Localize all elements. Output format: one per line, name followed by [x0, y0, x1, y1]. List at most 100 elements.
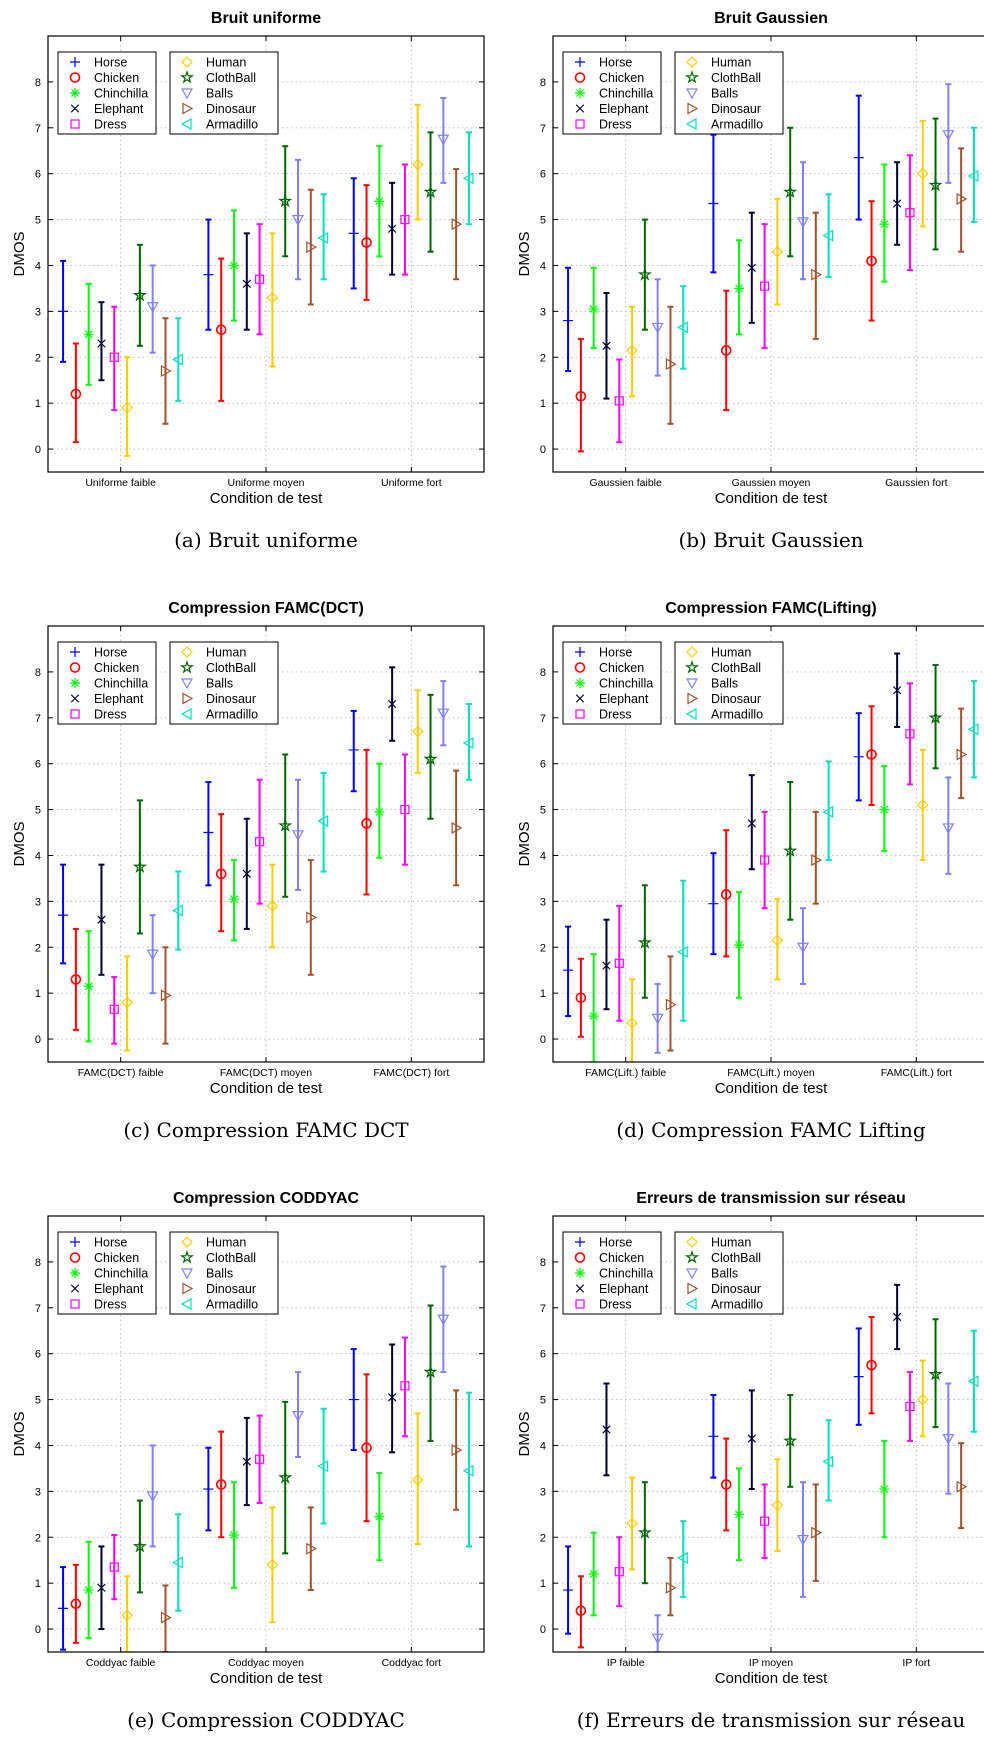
point-dress	[400, 214, 410, 225]
legend-label-human: Human	[711, 1236, 751, 1250]
point-chinchilla	[229, 894, 239, 905]
point-dress	[759, 1516, 770, 1526]
legend-label-horse: Horse	[94, 56, 127, 70]
legend-label-chinchilla: Chinchilla	[94, 87, 148, 101]
point-chinchilla	[879, 1484, 890, 1495]
legend-marker-human	[181, 1236, 193, 1248]
chart-title: Compression CODDYAC	[173, 1190, 360, 1207]
point-chinchilla	[879, 804, 890, 815]
panel-caption: (a) Bruit uniforme	[174, 528, 358, 552]
y-tick-label: 2	[540, 1532, 546, 1544]
point-armadillo	[317, 231, 329, 244]
point-dress	[109, 1562, 119, 1572]
series-horse	[563, 94, 864, 373]
point-dress	[109, 1004, 119, 1014]
point-horse	[203, 827, 214, 838]
y-tick-label: 0	[35, 1034, 41, 1046]
series-clothball	[132, 131, 438, 347]
point-dinosaur	[451, 821, 463, 834]
point-human	[411, 158, 424, 171]
legend-label-clothball: ClothBall	[711, 1251, 761, 1265]
point-chinchilla	[83, 981, 94, 992]
legend-label-armadillo: Armadillo	[711, 118, 763, 132]
point-elephant	[97, 339, 106, 348]
legend-label-balls: Balls	[206, 677, 233, 691]
legend-label-armadillo: Armadillo	[206, 118, 258, 132]
point-elephant	[387, 224, 397, 233]
plot-area	[563, 83, 979, 453]
panel-caption: (c) Compression FAMC DCT	[123, 1118, 409, 1142]
point-horse	[563, 1585, 574, 1596]
series-horse	[563, 1327, 864, 1635]
point-dinosaur	[956, 192, 968, 205]
series-balls	[651, 776, 955, 1054]
y-tick-label: 5	[540, 1395, 546, 1407]
legend-label-clothball: ClothBall	[206, 1251, 256, 1265]
legend-label-chinchilla: Chinchilla	[94, 1267, 148, 1281]
point-clothball	[132, 287, 147, 302]
point-dinosaur	[306, 911, 318, 924]
point-dress	[905, 208, 915, 218]
legend-marker-chinchilla	[70, 1268, 80, 1278]
y-tick-label: 3	[540, 896, 546, 908]
legend-marker-chicken	[69, 662, 81, 673]
point-armadillo	[462, 737, 474, 750]
plot-frame	[552, 1215, 984, 1653]
plot-area	[563, 652, 979, 1062]
legend-marker-human	[181, 646, 193, 658]
point-human	[916, 167, 929, 180]
point-human	[626, 1517, 638, 1530]
point-dress	[905, 1401, 915, 1412]
series-dress	[109, 1336, 410, 1601]
series-chicken	[575, 1315, 877, 1649]
legend-marker-dress	[70, 709, 80, 719]
y-tick-label: 1	[540, 1578, 546, 1590]
legend-label-elephant: Elephant	[599, 1282, 649, 1296]
y-axis-label: DMOS	[11, 822, 28, 867]
point-elephant	[602, 961, 611, 970]
series-chicken	[70, 748, 372, 1031]
y-tick-label: 8	[35, 1257, 41, 1269]
y-tick-label: 4	[540, 1440, 546, 1452]
legend-label-clothball: ClothBall	[711, 661, 761, 675]
series-clothball	[132, 693, 438, 935]
series-chicken	[575, 705, 877, 1038]
legend-label-dress: Dress	[599, 708, 632, 722]
series-dinosaur	[160, 1389, 463, 1652]
y-tick-label: 4	[35, 1440, 41, 1452]
point-chinchilla	[83, 1585, 94, 1596]
legend-label-clothball: ClothBall	[206, 661, 256, 675]
y-axis-label: DMOS	[11, 232, 28, 277]
legend-marker-clothball	[179, 660, 195, 674]
point-dinosaur	[160, 1611, 172, 1624]
legend-label-clothball: ClothBall	[711, 71, 761, 85]
legend-label-dinosaur: Dinosaur	[206, 692, 256, 706]
point-clothball	[278, 818, 293, 832]
chart-panel-2: Bruit Gaussien 0 1 2 3 4 5 6 7 8 Gaussien faible Ga…	[516, 10, 984, 552]
point-dinosaur	[956, 1480, 968, 1493]
legend-marker-armadillo	[180, 1297, 192, 1311]
legend-marker-dinosaur	[687, 1282, 699, 1295]
point-dress	[400, 804, 410, 815]
legend-label-armadillo: Armadillo	[206, 1298, 258, 1312]
point-balls	[146, 1491, 159, 1503]
series-horse	[58, 709, 359, 965]
point-human	[916, 1393, 929, 1406]
point-chicken	[575, 390, 587, 402]
x-tick-label-gaussien-fort: Gaussien fort	[885, 477, 948, 489]
point-chicken	[575, 1605, 587, 1616]
x-tick-label-famc-dct-faible: FAMC(DCT) faible	[78, 1067, 164, 1079]
point-armadillo	[677, 1551, 688, 1564]
point-balls	[651, 1633, 664, 1645]
legend-label-dress: Dress	[94, 118, 127, 132]
legend-marker-armadillo	[685, 117, 697, 131]
series-clothball	[132, 1304, 438, 1594]
legend-label-chinchilla: Chinchilla	[599, 87, 653, 101]
legend-marker-armadillo	[685, 707, 697, 721]
legend-label-dress: Dress	[94, 708, 127, 722]
series-clothball	[637, 117, 943, 331]
legend-marker-human	[686, 1236, 698, 1248]
